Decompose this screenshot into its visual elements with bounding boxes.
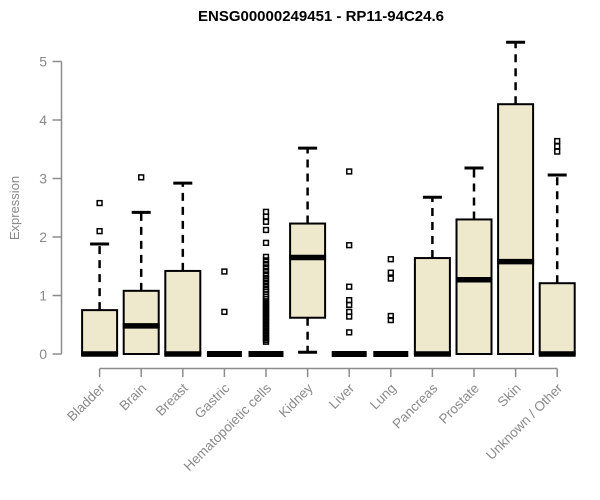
x-category-label: Liver xyxy=(326,380,358,412)
outlier-point xyxy=(262,260,270,268)
outlier-point xyxy=(96,199,103,207)
box-skin xyxy=(497,40,535,355)
outlier-point xyxy=(262,218,270,225)
outlier-point xyxy=(554,143,561,150)
outlier-point xyxy=(262,264,270,271)
box-rect xyxy=(164,269,202,355)
box-liver xyxy=(331,168,367,357)
outlier-point xyxy=(346,329,353,336)
x-category-label: Prostate xyxy=(436,381,482,427)
outlier-point xyxy=(346,297,353,304)
box-pancreas xyxy=(413,195,451,357)
box-unknown-other xyxy=(538,137,576,357)
box-brain xyxy=(122,174,160,356)
y-tick-label: 3 xyxy=(39,171,47,187)
outlier-point xyxy=(96,228,103,235)
y-tick-label: 1 xyxy=(39,288,47,304)
outlier-point xyxy=(262,274,270,282)
x-category-label: Bladder xyxy=(64,380,108,424)
x-category-label: Brain xyxy=(116,381,149,414)
outlier-point xyxy=(262,239,270,246)
outlier-point xyxy=(262,271,270,278)
outlier-point xyxy=(346,308,353,316)
box-lung xyxy=(373,256,409,357)
outlier-point xyxy=(387,275,394,282)
box-rect xyxy=(497,103,535,355)
outlier-point xyxy=(387,256,394,263)
outlier-point xyxy=(138,174,145,181)
outlier-point xyxy=(554,137,561,145)
outlier-point xyxy=(262,208,270,215)
outlier-point xyxy=(346,283,353,290)
outlier-point xyxy=(387,269,394,276)
box-bladder xyxy=(81,199,119,357)
box-rect xyxy=(289,222,327,319)
outlier-point xyxy=(346,168,353,175)
x-category-label: Unknown / Other xyxy=(483,380,566,463)
outlier-point xyxy=(262,267,270,275)
box-breast xyxy=(164,181,202,357)
outlier-point xyxy=(554,148,561,155)
x-category-label: Lung xyxy=(367,381,399,413)
outlier-point xyxy=(262,257,270,264)
box-rect xyxy=(538,282,576,355)
box-hematopoietic-cells xyxy=(248,208,284,357)
outlier-point xyxy=(221,308,228,316)
x-category-label: Pancreas xyxy=(390,380,441,431)
outlier-point xyxy=(346,242,353,249)
x-category-label: Skin xyxy=(495,381,524,410)
y-tick-label: 4 xyxy=(39,112,47,128)
box-prostate xyxy=(455,166,493,355)
box-rect xyxy=(413,257,451,355)
outlier-point xyxy=(262,226,270,234)
x-category-label: Gastric xyxy=(192,380,233,421)
y-axis-label: Expression xyxy=(7,176,22,240)
chart-title: ENSG00000249451 - RP11-94C24.6 xyxy=(198,8,444,25)
box-rect xyxy=(122,289,160,356)
outlier-point xyxy=(221,268,228,275)
y-tick-label: 2 xyxy=(39,229,47,245)
outlier-point xyxy=(262,253,270,261)
x-category-label: Breast xyxy=(153,380,191,418)
y-tick-label: 0 xyxy=(39,346,47,362)
outlier-point xyxy=(387,312,394,320)
x-category-label: Kidney xyxy=(276,380,316,420)
box-rect xyxy=(455,218,493,355)
box-kidney xyxy=(289,146,327,354)
box-rect xyxy=(81,309,119,355)
y-tick-label: 5 xyxy=(39,54,47,70)
box-gastric xyxy=(206,268,242,357)
